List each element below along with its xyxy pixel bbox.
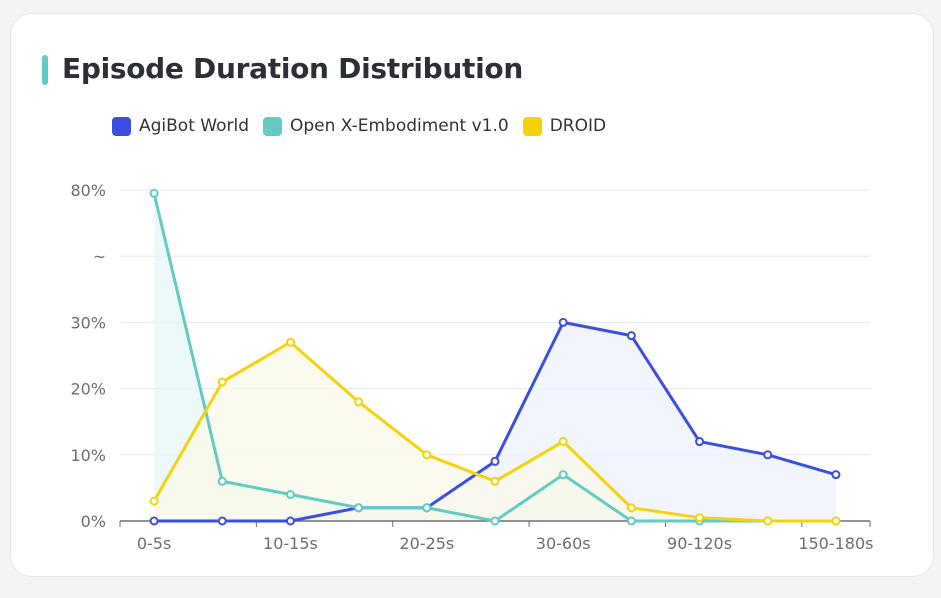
y-tick-label: ~ <box>93 247 106 266</box>
data-point <box>831 470 841 480</box>
title-accent-bar <box>42 55 48 85</box>
x-tick-label: 90-120s <box>667 534 732 553</box>
series-area <box>154 342 836 521</box>
data-point <box>285 490 295 500</box>
x-tick-label: 10-15s <box>263 534 318 553</box>
data-point <box>285 337 295 347</box>
y-tick-label: 0% <box>81 512 106 531</box>
data-point <box>422 503 432 513</box>
data-point <box>558 317 568 327</box>
x-tick-label: 150-180s <box>798 534 873 553</box>
legend-item-oxe[interactable]: Open X-Embodiment v1.0 <box>263 116 509 136</box>
legend: AgiBot World Open X-Embodiment v1.0 DROI… <box>112 116 606 136</box>
data-point <box>354 397 364 407</box>
data-point <box>831 516 841 526</box>
legend-label: Open X-Embodiment v1.0 <box>290 116 509 136</box>
data-point <box>217 516 227 526</box>
data-point <box>149 496 159 506</box>
y-tick-label: 80% <box>70 181 106 200</box>
data-point <box>626 503 636 513</box>
data-point <box>626 516 636 526</box>
data-point <box>490 476 500 486</box>
legend-label: AgiBot World <box>139 116 249 136</box>
x-tick-label: 30-60s <box>536 534 591 553</box>
legend-swatch <box>112 116 131 136</box>
data-point <box>695 437 705 447</box>
legend-swatch <box>263 116 282 136</box>
legend-item-droid[interactable]: DROID <box>522 116 607 136</box>
x-tick-label: 0-5s <box>137 534 171 553</box>
legend-item-agibot[interactable]: AgiBot World <box>112 116 249 136</box>
data-point <box>217 476 227 486</box>
data-point <box>217 377 227 387</box>
data-point <box>763 516 773 526</box>
data-point <box>490 516 500 526</box>
series-area <box>154 322 836 521</box>
data-point <box>558 437 568 447</box>
data-point <box>149 188 159 198</box>
data-point <box>763 450 773 460</box>
data-point <box>149 516 159 526</box>
data-point <box>490 456 500 466</box>
y-tick-label: 20% <box>70 380 106 399</box>
chart-title: Episode Duration Distribution <box>62 52 523 85</box>
data-point <box>354 503 364 513</box>
data-point <box>558 470 568 480</box>
data-point <box>626 331 636 341</box>
data-point <box>285 516 295 526</box>
y-tick-label: 30% <box>70 313 106 332</box>
data-point <box>695 513 705 523</box>
legend-label: DROID <box>549 116 607 136</box>
y-tick-label: 10% <box>70 446 106 465</box>
x-tick-label: 20-25s <box>399 534 454 553</box>
data-point <box>422 450 432 460</box>
legend-swatch <box>522 116 542 136</box>
